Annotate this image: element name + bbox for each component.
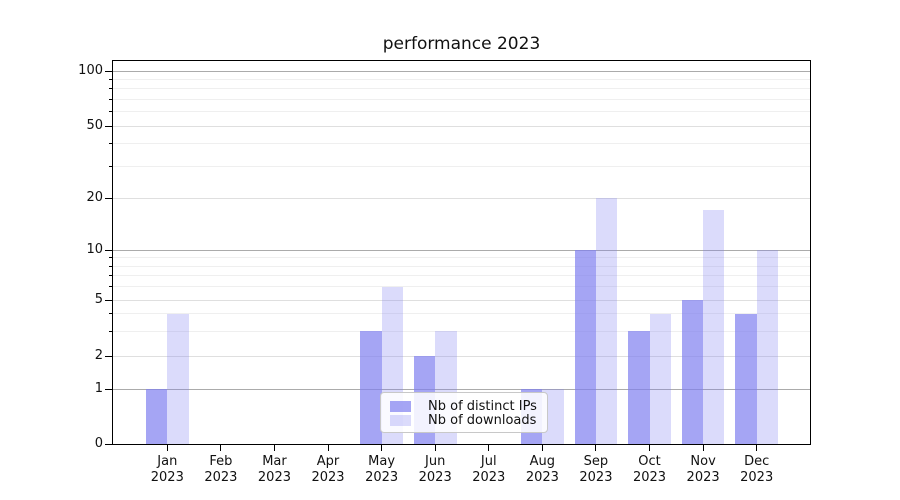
y-axis-tick-label: 0	[94, 436, 103, 451]
left-spine	[112, 60, 113, 445]
x-axis-tick	[434, 445, 436, 451]
x-axis-tick-label: Aug 2023	[525, 454, 559, 485]
x-axis-tick	[595, 445, 597, 451]
y-axis-minor-tick	[109, 88, 112, 90]
y-axis-tick-label: 5	[94, 292, 103, 307]
distinct-ips-bar	[628, 331, 650, 444]
legend-label: Nb of downloads	[428, 412, 537, 428]
x-axis-tick	[220, 445, 222, 451]
x-axis-tick	[756, 445, 758, 451]
labeled-gridline	[113, 355, 810, 357]
x-axis-tick	[327, 445, 329, 451]
minor-gridline	[113, 143, 810, 145]
x-axis-tick	[381, 445, 383, 451]
y-axis-tick	[105, 388, 112, 390]
downloads-bar	[703, 210, 725, 444]
minor-gridline	[113, 286, 810, 288]
minor-gridline	[113, 88, 810, 90]
minor-gridline	[113, 98, 810, 100]
x-axis-tick-label: May 2023	[365, 454, 399, 485]
distinct-ips-bar	[145, 389, 168, 444]
y-axis-tick	[105, 125, 112, 127]
y-axis-tick	[105, 197, 112, 199]
minor-gridline	[113, 165, 810, 167]
minor-gridline	[113, 330, 810, 332]
downloads-bar	[649, 313, 671, 444]
minor-gridline	[113, 265, 810, 267]
y-axis-tick-label: 1	[94, 381, 103, 396]
x-axis-tick-label: Apr 2023	[311, 454, 345, 485]
x-axis-tick-label: Oct 2023	[632, 454, 667, 485]
distinct-ips-bar	[360, 331, 382, 444]
y-axis-tick	[105, 443, 112, 445]
y-axis-tick-label: 20	[86, 190, 103, 205]
y-axis-minor-tick	[109, 165, 112, 167]
minor-gridline	[113, 111, 810, 113]
legend-swatch-distinct-ips	[390, 400, 411, 412]
y-axis-minor-tick	[109, 330, 112, 332]
y-axis-minor-tick	[109, 143, 112, 145]
y-axis-tick	[105, 355, 112, 357]
distinct-ips-bar	[574, 250, 596, 444]
downloads-bar	[167, 313, 189, 444]
plot-area: 0 1 2 5 10 20 50 100 Jan 2023 Feb 2023 Mar 2023 Apr…	[78, 60, 811, 485]
x-axis-tick-label: Jun 2023	[418, 454, 452, 485]
y-axis-tick-label: 2	[94, 348, 103, 363]
major-gridline	[113, 249, 810, 251]
y-axis-minor-tick	[109, 78, 112, 80]
distinct-ips-bar	[681, 300, 704, 444]
x-axis-tick-label: Sep 2023	[579, 454, 613, 485]
chart-title: performance 2023	[382, 34, 541, 54]
legend-swatch-downloads	[390, 414, 411, 426]
y-axis-tick	[105, 299, 112, 301]
legend-item: Nb of downloads	[390, 412, 538, 428]
x-axis-tick-label: Mar 2023	[257, 454, 291, 485]
downloads-bar	[595, 198, 618, 444]
major-gridline	[113, 388, 810, 390]
y-axis-minor-tick	[109, 313, 112, 315]
x-axis-tick-label: Feb 2023	[204, 454, 238, 485]
top-spine	[112, 60, 811, 61]
bottom-spine	[112, 444, 811, 445]
y-axis-tick-label: 100	[78, 63, 103, 78]
distinct-ips-bar	[735, 313, 757, 444]
x-axis-tick	[166, 445, 168, 451]
x-axis-tick-label: Dec 2023	[740, 454, 774, 485]
legend: Nb of distinct IPs Nb of downloads	[380, 392, 548, 433]
y-axis-minor-tick	[109, 275, 112, 277]
x-axis-tick-label: Jan 2023	[150, 454, 184, 485]
y-axis-minor-tick	[109, 286, 112, 288]
x-axis-tick	[488, 445, 490, 451]
labeled-gridline	[113, 197, 810, 199]
x-axis-tick	[273, 445, 275, 451]
labeled-gridline	[113, 299, 810, 301]
downloads-bar	[756, 250, 779, 444]
minor-gridline	[113, 313, 810, 315]
x-axis-tick	[702, 445, 704, 451]
y-axis-minor-tick	[109, 265, 112, 267]
y-axis-minor-tick	[109, 98, 112, 100]
y-axis-tick	[105, 249, 112, 251]
right-spine	[810, 60, 811, 445]
minor-gridline	[113, 275, 810, 277]
y-axis-tick	[105, 70, 112, 72]
minor-gridline	[113, 78, 810, 80]
x-axis-tick-label: Nov 2023	[686, 454, 720, 485]
y-axis-tick-label: 10	[86, 242, 103, 257]
x-axis-tick	[649, 445, 651, 451]
x-axis-tick	[541, 445, 543, 451]
legend-item: Nb of distinct IPs	[390, 398, 538, 414]
labeled-gridline	[113, 125, 810, 127]
major-gridline	[113, 70, 810, 72]
y-axis-minor-tick	[109, 257, 112, 259]
y-axis-tick-label: 50	[86, 118, 103, 133]
legend-label: Nb of distinct IPs	[428, 398, 537, 414]
y-axis-minor-tick	[109, 111, 112, 113]
x-axis-tick-label: Jul 2023	[472, 454, 506, 485]
minor-gridline	[113, 257, 810, 259]
